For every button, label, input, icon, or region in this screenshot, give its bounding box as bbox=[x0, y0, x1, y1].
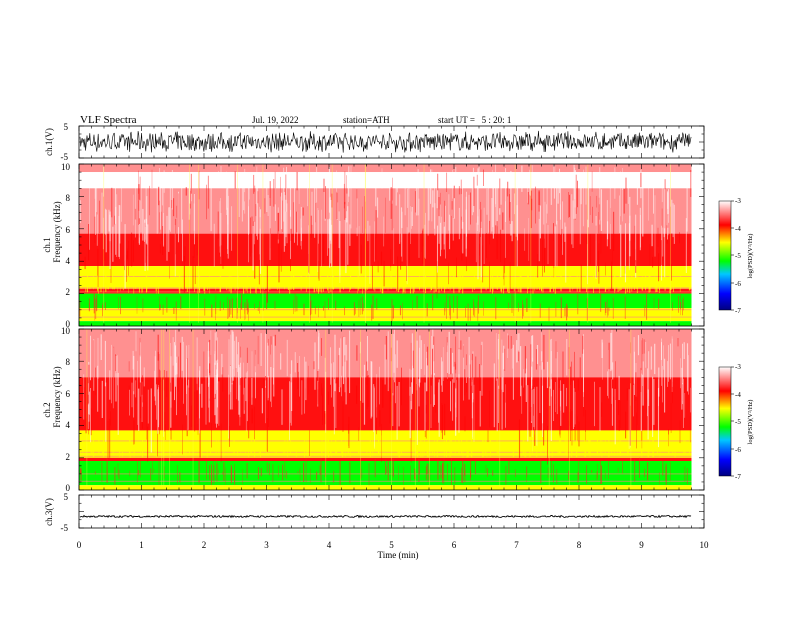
ch2-ytick-0: 0 bbox=[66, 483, 71, 493]
ch1-spectrogram-panel: 0 2 4 6 8 10 ch.1 Frequency (kHz) bbox=[42, 162, 705, 329]
ch1-colorbar-label: log(PSD)(V²/Hz) bbox=[747, 234, 754, 279]
ch1-ytick-2: 2 bbox=[66, 287, 71, 297]
ch3-waveform-ticks bbox=[78, 494, 705, 529]
spectrogram-band bbox=[79, 293, 692, 309]
spectrogram-band bbox=[79, 377, 692, 431]
spectrogram-band bbox=[79, 485, 692, 490]
spectrogram-band bbox=[79, 321, 692, 326]
spectrogram-band bbox=[79, 457, 692, 462]
time-axis-label: Time (min) bbox=[378, 550, 419, 560]
time-axis-tick-label: 6 bbox=[452, 540, 457, 550]
spectrogram-band bbox=[79, 266, 692, 289]
ch1-ytick-top: 5 bbox=[64, 122, 69, 132]
ch1-ytick-bottom: -5 bbox=[61, 152, 69, 162]
time-axis-tick-labels: 0 1 2 3 4 5 6 7 8 9 10 bbox=[77, 540, 709, 550]
time-axis-tick-label: 9 bbox=[639, 540, 644, 550]
spectrogram-band bbox=[79, 233, 692, 267]
ch1-colorbar-tick-m5: -5 bbox=[735, 252, 741, 260]
header-date: Jul. 19, 2022 bbox=[252, 115, 299, 125]
time-axis-tick-label: 10 bbox=[700, 540, 710, 550]
ch2-spectrogram-ylabel-channel: ch.2 bbox=[42, 402, 52, 417]
ch2-colorbar-tick-m4: -4 bbox=[735, 391, 741, 399]
spectrogram-band bbox=[79, 288, 692, 294]
ch2-colorbar-tick-m7: -7 bbox=[735, 473, 741, 481]
ch1-spectrogram-ylabel-channel: ch.1 bbox=[42, 237, 52, 252]
ch2-ytick-6: 6 bbox=[66, 389, 71, 399]
ch1-ytick-4: 4 bbox=[66, 256, 71, 266]
ch3-ytick-bottom: -5 bbox=[61, 523, 69, 533]
ch1-spectrogram-ticks bbox=[78, 163, 705, 327]
time-axis-tick-label: 1 bbox=[139, 540, 144, 550]
ch1-colorbar-tick-m3: -3 bbox=[735, 197, 741, 205]
spectrogram-band bbox=[79, 308, 692, 322]
time-axis-tick-label: 5 bbox=[389, 540, 394, 550]
time-axis-tick-label: 7 bbox=[514, 540, 519, 550]
ch3-waveform-panel: 5 -5 ch.3(V) 0 1 2 3 4 5 6 7 8 9 10 Time (min) bbox=[44, 492, 709, 560]
ch1-colorbar-tick-m4: -4 bbox=[735, 225, 741, 233]
header-start-ut: start UT = 5 : 20: 1 bbox=[438, 115, 511, 125]
ch2-colorbar-tick-m3: -3 bbox=[735, 363, 741, 371]
time-axis-tick-label: 4 bbox=[327, 540, 332, 550]
ch2-ytick-4: 4 bbox=[66, 420, 71, 430]
ch1-colorbar-tick-m7: -7 bbox=[735, 307, 741, 315]
ch1-colorbar-tick-m6: -6 bbox=[735, 280, 741, 288]
ch1-waveform-ylabel: ch.1(V) bbox=[44, 128, 54, 156]
ch1-waveform-panel: 5 -5 ch.1(V) bbox=[44, 122, 705, 162]
ch3-waveform-ylabel: ch.3(V) bbox=[44, 498, 54, 526]
ch2-colorbar-label: log(PSD)(V²/Hz) bbox=[747, 400, 754, 445]
ch1-spectrogram-image bbox=[79, 164, 692, 326]
ch1-ytick-6: 6 bbox=[66, 225, 71, 235]
ch2-colorbar: -3 -4 -5 -6 -7 log(PSD)(V²/Hz) bbox=[718, 363, 754, 481]
ch2-ytick-2: 2 bbox=[66, 452, 71, 462]
figure-title: VLF Spectra bbox=[80, 114, 137, 126]
ch3-ytick-top: 5 bbox=[64, 492, 69, 502]
ch1-colorbar: -3 -4 -5 -6 -7 log(PSD)(V²/Hz) bbox=[718, 197, 754, 315]
ch2-spectrogram-panel: 0 2 4 6 8 10 ch.2 Frequency (kHz) bbox=[42, 326, 705, 493]
ch2-spectrogram-ylabel-frequency: Frequency (kHz) bbox=[52, 366, 62, 427]
ch2-colorbar-tick-m6: -6 bbox=[735, 446, 741, 454]
spectrogram-band bbox=[79, 164, 692, 173]
ch2-spectrogram-ticks bbox=[78, 328, 705, 491]
ch2-ytick-10: 10 bbox=[61, 326, 71, 336]
ch2-spectrogram-image bbox=[79, 329, 692, 490]
ch1-ytick-0: 0 bbox=[66, 319, 71, 329]
time-axis-tick-label: 0 bbox=[77, 540, 82, 550]
ch1-ytick-10: 10 bbox=[61, 162, 71, 172]
ch2-colorbar-gradient bbox=[718, 366, 732, 477]
time-axis-tick-label: 2 bbox=[202, 540, 207, 550]
time-axis-tick-label: 8 bbox=[577, 540, 582, 550]
ch1-waveform-ticks bbox=[78, 125, 705, 159]
ch1-waveform-trace bbox=[79, 130, 692, 153]
ch2-colorbar-tick-m5: -5 bbox=[735, 418, 741, 426]
ch1-ytick-8: 8 bbox=[66, 193, 71, 203]
spectrogram-band bbox=[79, 172, 692, 189]
ch3-waveform-trace bbox=[79, 514, 692, 519]
ch2-ytick-8: 8 bbox=[66, 357, 71, 367]
ch1-colorbar-gradient bbox=[718, 200, 732, 311]
time-axis-tick-label: 3 bbox=[264, 540, 269, 550]
ch1-spectrogram-ylabel-frequency: Frequency (kHz) bbox=[52, 201, 62, 262]
header-station: station=ATH bbox=[343, 115, 390, 125]
